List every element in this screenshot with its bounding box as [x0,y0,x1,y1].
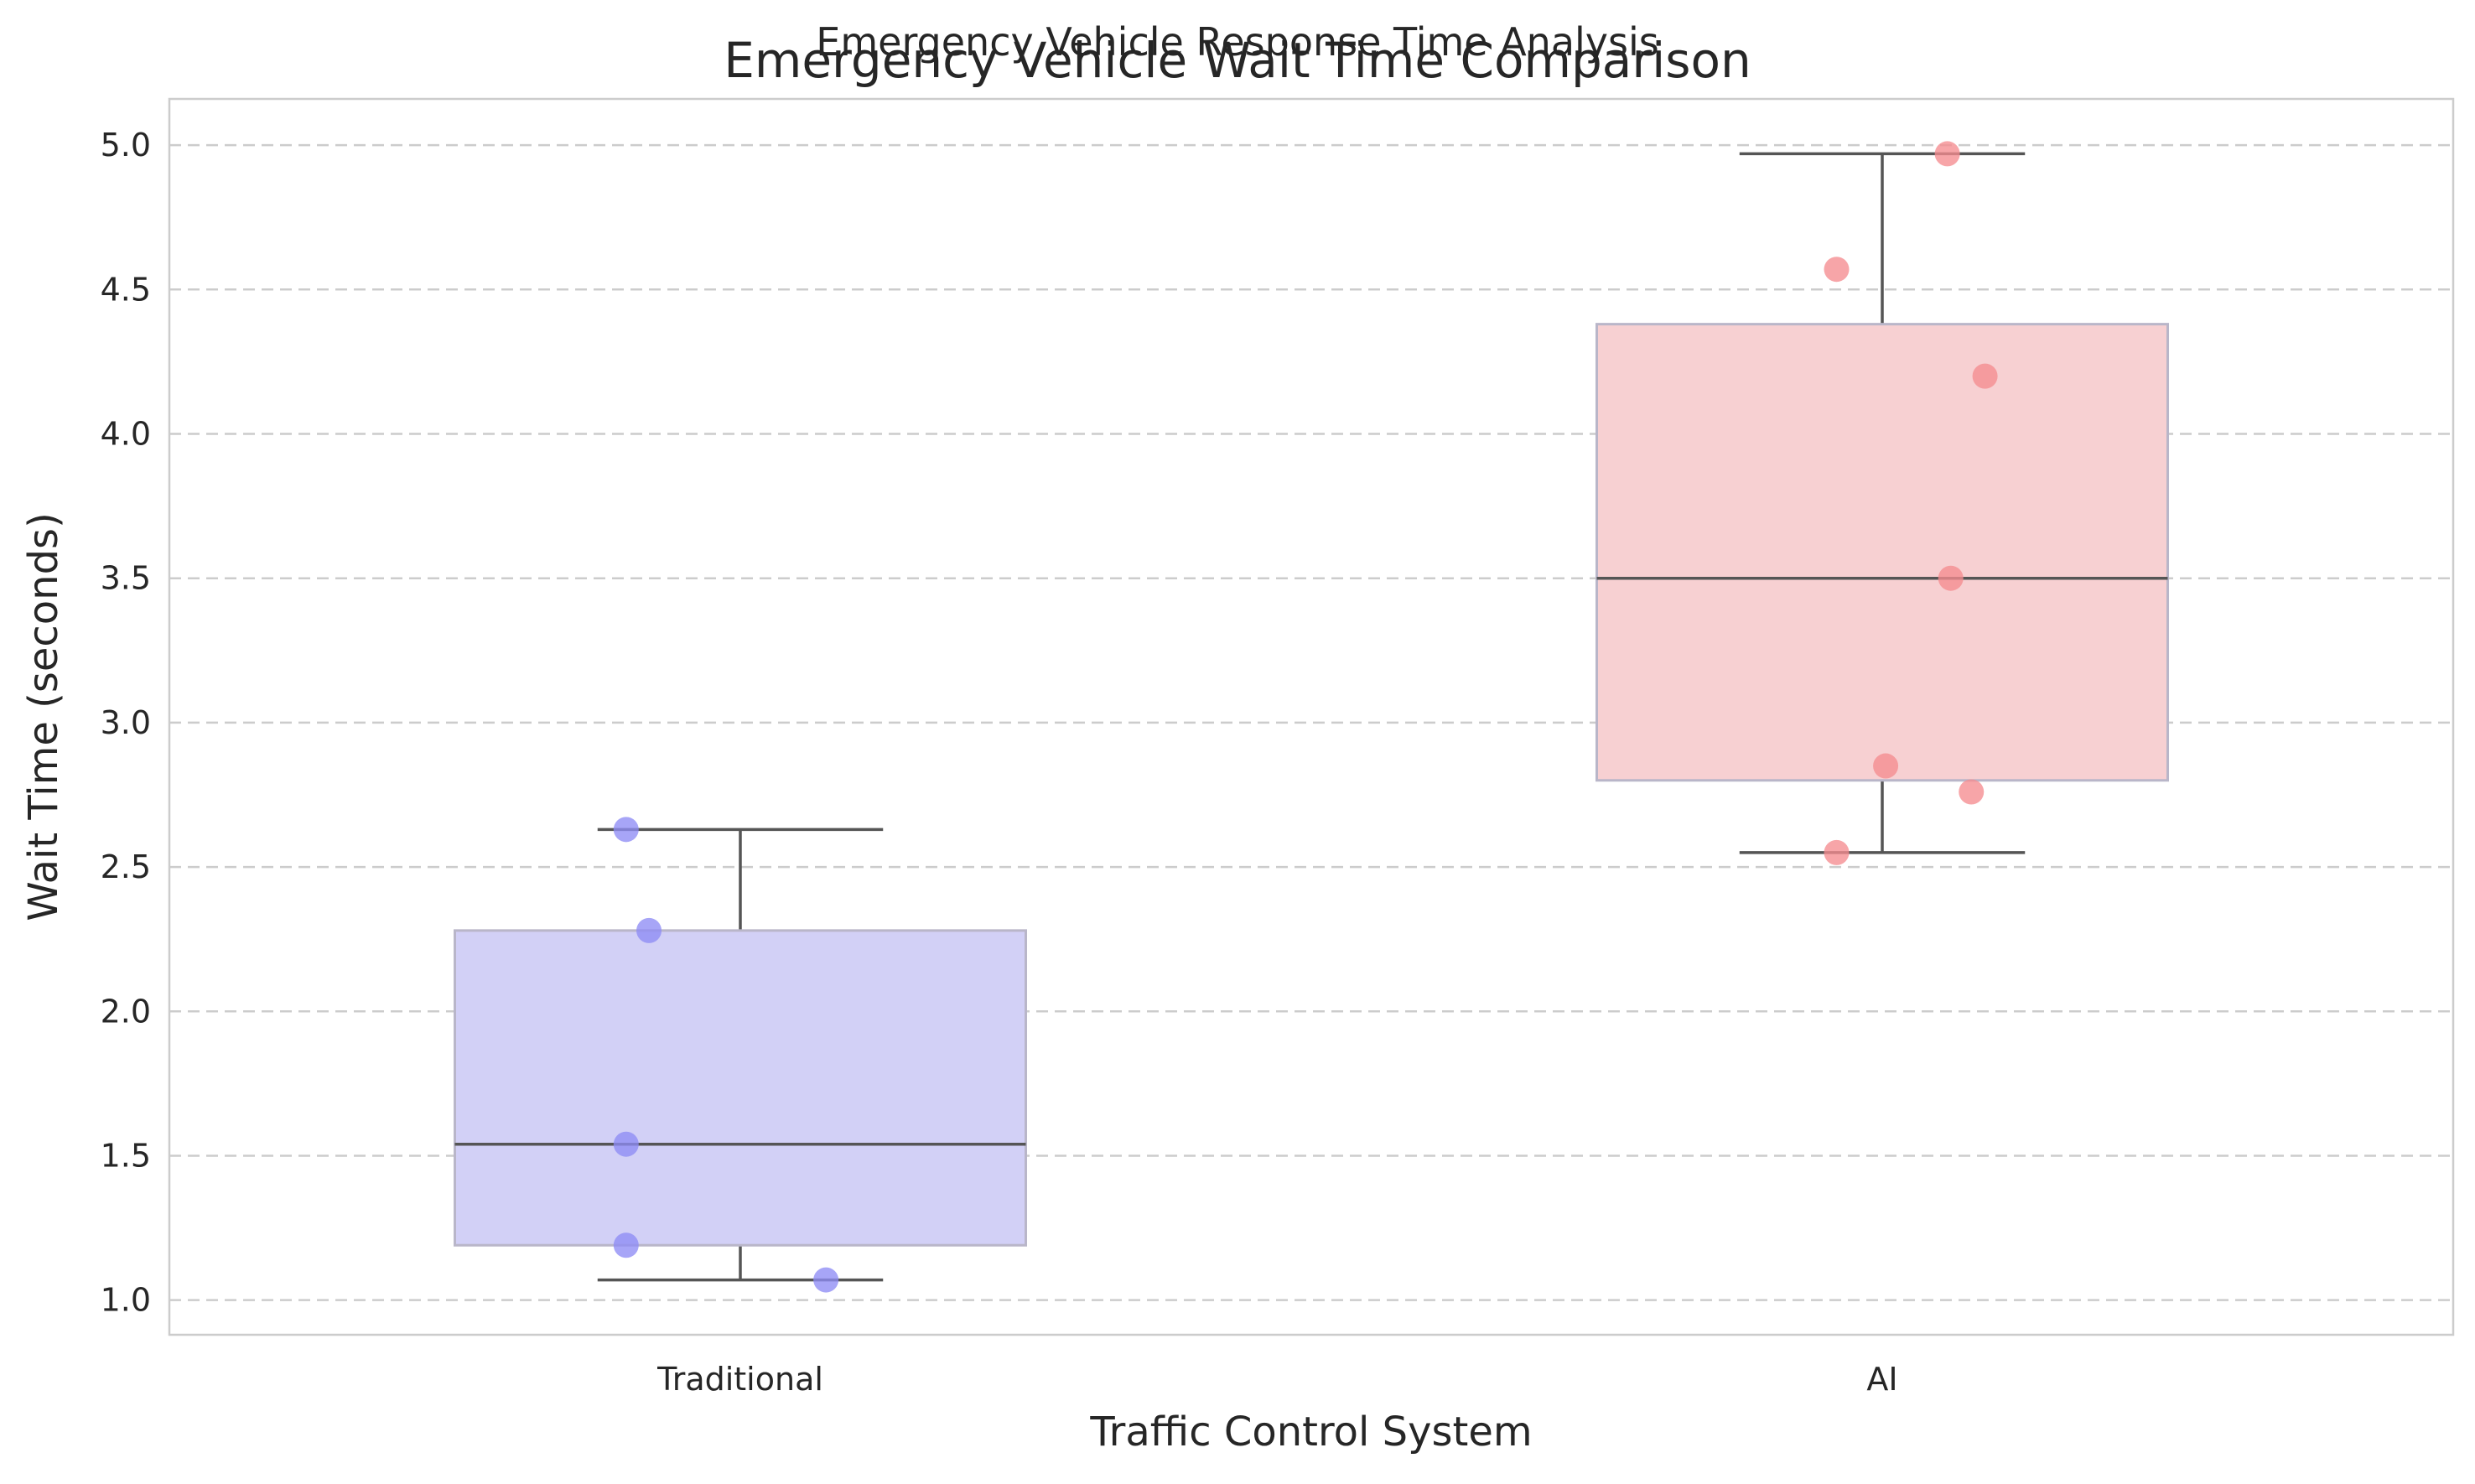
data-point [613,1232,639,1258]
y-axis-label: Wait Time (seconds) [20,512,67,921]
data-point [613,817,639,843]
box-iqr [454,929,1027,1247]
y-tick-label: 4.5 [101,271,151,308]
y-tick-label: 3.5 [101,560,151,597]
data-point [1972,363,1998,389]
boxes [454,152,2169,1282]
plot-frame [168,97,2455,1336]
x-tick-label: AI [1866,1361,1897,1398]
data-points [613,141,1998,1293]
data-point [1873,753,1899,779]
data-point [1824,257,1850,283]
box-group [454,828,1027,1282]
x-tick-label: Traditional [656,1361,823,1398]
y-tick-label: 3.0 [101,704,151,741]
y-tick-label: 2.0 [101,993,151,1030]
tick-labels: 1.0 1.5 2.0 2.5 3.0 3.5 4.0 4.5 5.0 Traditional AI [101,127,1898,1398]
data-point [1959,779,1985,805]
y-tick-label: 1.5 [101,1137,151,1174]
data-point [1824,839,1850,865]
y-tick-label: 1.0 [101,1282,151,1319]
y-tick-label: 4.0 [101,415,151,452]
data-point [636,917,662,943]
y-tick-label: 2.5 [101,848,151,885]
y-tick-label: 5.0 [101,127,151,163]
chart-suptitle: Emergency Vehicle Response Time Analysis [816,19,1658,65]
box-iqr [1596,323,2169,782]
data-point [1938,565,1964,591]
box-group [1596,152,2169,854]
chart-title: Emergency Vehicle Wait Time Comparison [724,32,1751,89]
x-axis-label: Traffic Control System [1089,1409,1532,1455]
data-point [613,1131,639,1157]
data-point [1934,141,1960,167]
data-point [813,1267,839,1293]
